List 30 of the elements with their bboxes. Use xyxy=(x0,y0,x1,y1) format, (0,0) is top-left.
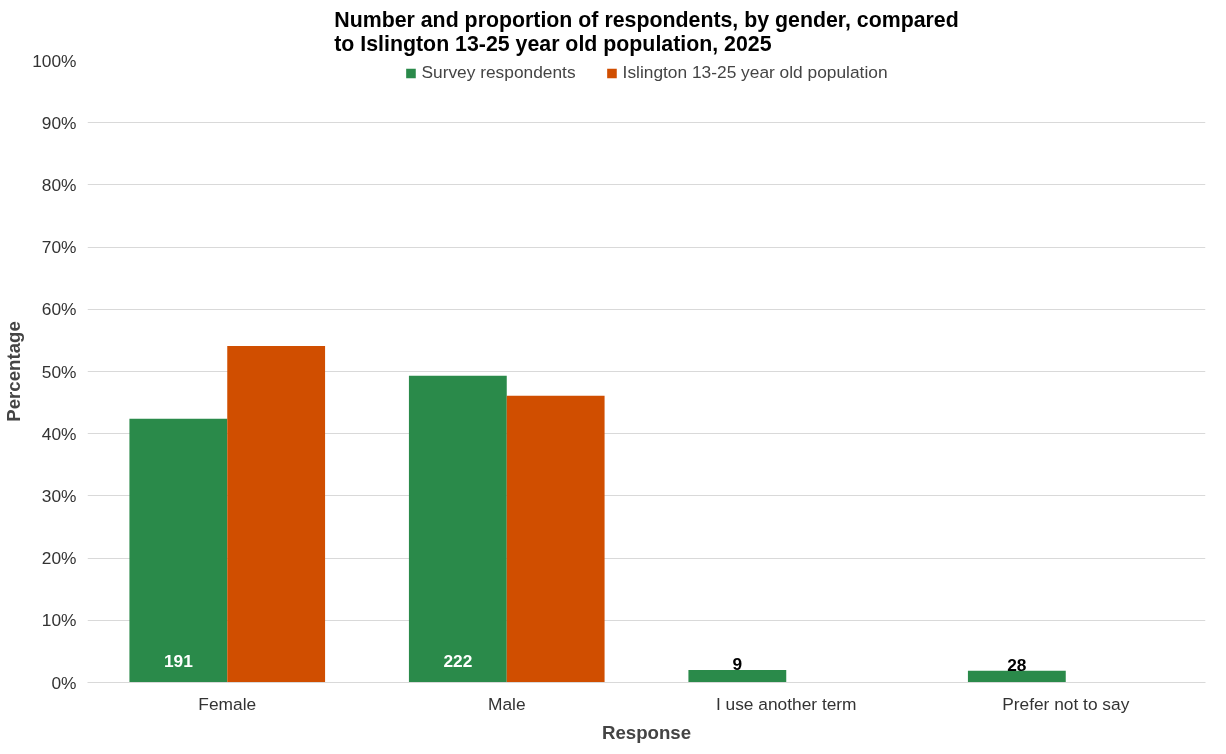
y-tick-label: 70% xyxy=(41,237,77,258)
annotation: 28 xyxy=(1007,654,1027,675)
y-tick-label: 80% xyxy=(41,174,77,195)
y-tick-label: 10% xyxy=(41,610,77,631)
bar xyxy=(227,346,326,683)
y-tick-label: 100% xyxy=(32,50,77,71)
annotation: 191 xyxy=(163,650,194,671)
y-tick-label: 30% xyxy=(41,485,77,506)
bar xyxy=(967,670,1066,683)
legend-label: Islington 13-25 year old population xyxy=(622,62,888,83)
annotation: 9 xyxy=(732,654,743,675)
bar xyxy=(408,375,507,683)
y-tick-label: 20% xyxy=(41,548,77,569)
x-axis-title: Response xyxy=(601,721,692,743)
x-tick-label: I use another term xyxy=(715,693,857,714)
y-tick-label: 90% xyxy=(41,112,77,133)
annotation: 222 xyxy=(443,650,473,671)
bar xyxy=(688,670,787,683)
x-tick-label: Male xyxy=(487,693,526,714)
y-axis-title: Percentage xyxy=(3,321,25,422)
y-tick-label: 50% xyxy=(41,361,77,382)
chart-title: Number and proportion of respondents, by gender, compared to Islington 13-25 year old population, 2025 xyxy=(334,7,959,56)
legend-label: Survey respondents xyxy=(421,62,576,83)
bar xyxy=(506,395,605,683)
x-tick-label: Prefer not to say xyxy=(1002,693,1130,714)
bar xyxy=(129,418,228,683)
x-tick-label: Female xyxy=(198,693,257,714)
y-tick-label: 0% xyxy=(51,672,77,693)
y-tick-label: 60% xyxy=(41,299,77,320)
y-tick-label: 40% xyxy=(41,423,77,444)
